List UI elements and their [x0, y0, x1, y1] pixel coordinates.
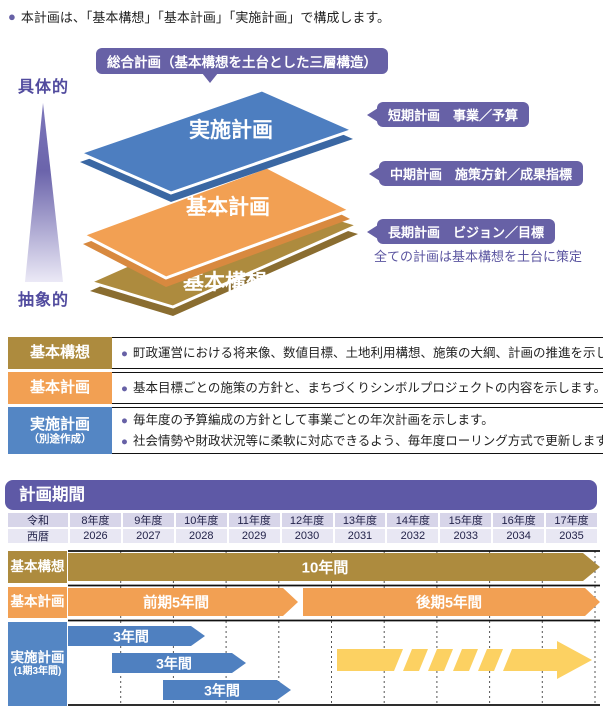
axis-concrete-label: 具体的	[18, 79, 70, 96]
gantt-chart: 基本構想 基本計画 実施計画 (1期3年間)	[0, 549, 603, 707]
era-cell: 13年度	[334, 513, 386, 527]
callout-tail-down-icon	[202, 73, 218, 83]
list-item: ● 毎年度の予算編成の方針として事業ごとの年次計画を示します。	[121, 410, 603, 430]
layer-label: 基本計画	[186, 195, 270, 219]
gantt-label-text: 基本計画	[10, 594, 65, 610]
era-cell: 14年度	[387, 513, 439, 527]
gantt-label-text: 実施計画	[10, 649, 65, 665]
plan-structure-diagram: 基本構想 基本計画 実施計画 具体的 抽象的 総合計画（基本構想を土台とした三層…	[0, 40, 603, 337]
year-cell: 2029	[228, 529, 280, 543]
bullet-icon: ●	[121, 382, 128, 395]
item-text: 基本目標ごとの施策の方針と、まちづくりシンボルプロジェクトの内容を示します。	[132, 380, 603, 395]
row-label-text: 実施計画	[29, 415, 90, 433]
callout-short-term: 短期計画 事業／予算	[367, 102, 530, 127]
era-cell: 9年度	[122, 513, 174, 527]
year-label-cell: 西暦	[8, 529, 68, 543]
year-cell: 2033	[440, 529, 492, 543]
year-cell: 2027	[122, 529, 174, 543]
abstraction-axis-needle	[25, 103, 63, 282]
callout-text: 短期計画 事業／予算	[388, 108, 519, 123]
gantt-row-label-jisshikeikaku: 実施計画 (1期3年間)	[8, 622, 67, 706]
year-cell: 2030	[281, 529, 333, 543]
axis-abstract-label: 抽象的	[18, 292, 70, 309]
gantt-row-label-kihonkeikaku: 基本計画	[8, 587, 67, 618]
era-cell: 17年度	[546, 513, 597, 527]
bullet-icon: ●	[121, 435, 128, 448]
callout-tail-left-icon	[367, 224, 378, 239]
list-item: ● 基本目標ごとの施策の方針と、まちづくりシンボルプロジェクトの内容を示します。	[121, 378, 603, 398]
row-boundary-lines	[68, 550, 600, 706]
list-item: ● 社会情勢や財政状況等に柔軟に対応できるよう、毎年度ローリング方式で更新します。	[121, 431, 603, 451]
definitions-table: 基本構想 ● 町政運営における将来像、数値目標、土地利用構想、施策の大綱、計画の推…	[8, 337, 603, 457]
layers-svg: 基本構想 基本計画 実施計画	[25, 88, 360, 316]
bar-label: 3年間	[156, 656, 192, 672]
gantt-svg: 10年間 前期5年間 後期5年間 3年間 3年間 3年間	[68, 550, 600, 706]
bar-label: 3年間	[113, 629, 149, 645]
bullet-icon: ●	[121, 347, 128, 360]
callout-tail-left-icon	[367, 107, 378, 122]
bullet-icon: ●	[8, 9, 16, 24]
gantt-row-label-kihonkousou: 基本構想	[8, 551, 67, 583]
gantt-label-text: 基本構想	[10, 558, 65, 574]
bar-first5	[68, 588, 298, 616]
continuation-arrow	[337, 641, 592, 679]
section-title: 計画期間	[5, 480, 597, 510]
callout-long-term: 長期計画 ビジョン／目標	[367, 219, 556, 244]
year-cell: 2026	[70, 529, 121, 543]
era-cell: 15年度	[440, 513, 492, 527]
year-cell: 2031	[334, 529, 386, 543]
row-label-kihonkeikaku: 基本計画	[8, 372, 112, 404]
callout-tail-left-icon	[369, 166, 380, 181]
row-label-kihonkousou: 基本構想	[8, 337, 112, 369]
callout-text: 中期計画 施策方針／成果指標	[390, 167, 573, 182]
era-cell: 8年度	[70, 513, 121, 527]
row-body: ● 基本目標ごとの施策の方針と、まちづくりシンボルプロジェクトの内容を示します。	[112, 372, 603, 404]
era-cell: 16年度	[493, 513, 545, 527]
table-row: 実施計画 （別途作成） ● 毎年度の予算編成の方針として事業ごとの年次計画を示しま…	[8, 407, 603, 454]
row-body: ● 毎年度の予算編成の方針として事業ごとの年次計画を示します。 ● 社会情勢や財政状…	[112, 407, 603, 454]
callout-text: 長期計画 ビジョン／目標	[388, 225, 545, 240]
foundation-note: 全ての計画は基本構想を土台に策定	[374, 249, 583, 264]
layer-slab-kihonkeikaku: 基本計画	[81, 165, 352, 287]
item-text: 町政運営における将来像、数値目標、土地利用構想、施策の大綱、計画の推進を示します…	[132, 345, 603, 360]
era-cell: 12年度	[281, 513, 333, 527]
gantt-label-sub: (1期3年間)	[13, 666, 62, 678]
callout-sogokeikaku: 総合計画（基本構想を土台とした三層構造）	[96, 48, 388, 83]
item-text: 社会情勢や財政状況等に柔軟に対応できるよう、毎年度ローリング方式で更新します。	[132, 433, 603, 448]
layer-label: 実施計画	[189, 118, 273, 142]
row-label-jisshikeikaku: 実施計画 （別途作成）	[8, 407, 112, 454]
intro-line: ● 本計画は、「基本構想」「基本計画」「実施計画」で構成します。	[8, 7, 390, 26]
bar-label: 前期5年間	[143, 594, 209, 612]
callout-mid-term: 中期計画 施策方針／成果指標	[369, 161, 584, 186]
callout-text: 総合計画（基本構想を土台とした三層構造）	[107, 55, 377, 70]
year-cell: 2035	[546, 529, 597, 543]
table-row: 基本計画 ● 基本目標ごとの施策の方針と、まちづくりシンボルプロジェクトの内容を示…	[8, 372, 603, 404]
bar-3years-3	[163, 680, 291, 700]
row-body: ● 町政運営における将来像、数値目標、土地利用構想、施策の大綱、計画の推進を示しま…	[112, 337, 603, 369]
bullet-icon: ●	[121, 415, 128, 428]
item-text: 毎年度の予算編成の方針として事業ごとの年次計画を示します。	[132, 413, 494, 428]
bar-3years-2	[112, 653, 246, 673]
bar-label: 3年間	[204, 683, 240, 699]
bar-label: 後期5年間	[416, 594, 482, 612]
year-cell: 2028	[175, 529, 227, 543]
year-header-table: 令和 8年度 9年度 10年度 11年度 12年度 13年度 14年度 15年度…	[8, 513, 597, 543]
schedule-section: 計画期間 令和 8年度 9年度 10年度 11年度 12年度 13年度 14年度…	[0, 480, 603, 710]
era-label-cell: 令和	[8, 513, 68, 527]
bar-second5	[303, 588, 600, 616]
bar-10years	[68, 553, 600, 581]
row-label-text: 基本計画	[29, 379, 90, 397]
era-cell: 11年度	[228, 513, 280, 527]
layer-slab-jisshikeikaku: 実施計画	[78, 88, 355, 202]
bar-label: 10年間	[302, 559, 349, 577]
era-cell: 10年度	[175, 513, 227, 527]
intro-text: 本計画は、「基本構想」「基本計画」「実施計画」で構成します。	[20, 10, 391, 25]
year-cell: 2034	[493, 529, 545, 543]
bar-3years-1	[68, 626, 205, 646]
row-label-text: 基本構想	[29, 344, 90, 362]
year-cell: 2032	[387, 529, 439, 543]
row-label-sub: （別途作成）	[28, 433, 92, 446]
list-item: ● 町政運営における将来像、数値目標、土地利用構想、施策の大綱、計画の推進を示しま…	[121, 343, 603, 363]
table-row: 基本構想 ● 町政運営における将来像、数値目標、土地利用構想、施策の大綱、計画の推…	[8, 337, 603, 369]
